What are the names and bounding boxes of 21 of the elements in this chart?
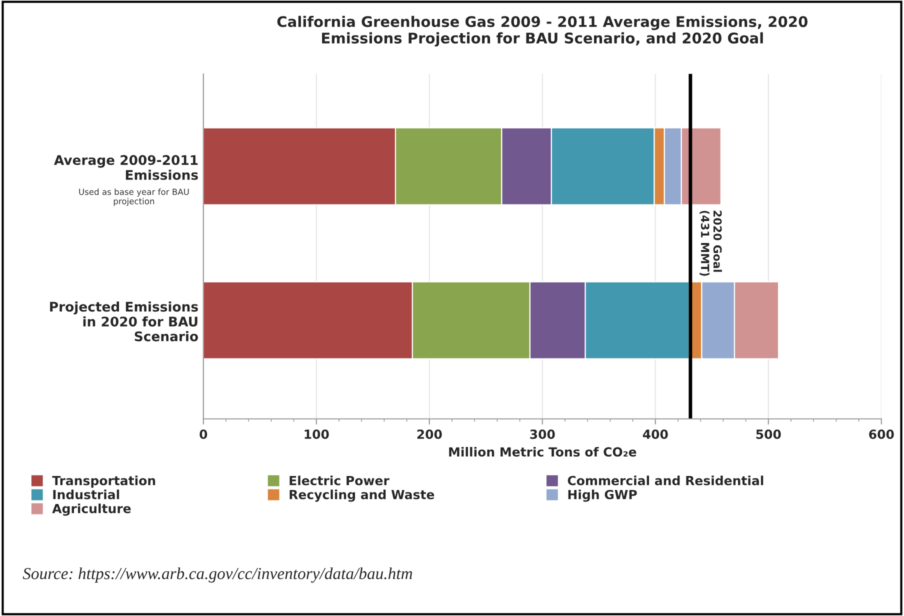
- ref-line-label: 2020 Goal (431 MMT): [700, 210, 722, 276]
- x-tick-label: 400: [642, 430, 668, 439]
- legend-label: Commercial and Residential: [568, 476, 764, 486]
- x-tick-label: 100: [304, 430, 329, 439]
- x-tick-label: 200: [417, 430, 442, 439]
- chart-title: California Greenhouse Gas 2009 - 2011 Average Emissions, 2020 Emissions Projection for BAU Scenario, and 2020 Goal: [277, 16, 808, 47]
- legend-label: Industrial: [53, 490, 120, 500]
- y-tick-label: Average 2009-2011 Emissions: [54, 155, 198, 180]
- y-tick-label: Projected Emissions in 2020 for BAU Scenario: [50, 301, 198, 342]
- x-tick-label: 0: [200, 430, 208, 439]
- legend-label: High GWP: [568, 490, 637, 502]
- legend-label: Recycling and Waste: [290, 490, 434, 502]
- legend-label: Agriculture: [52, 504, 131, 516]
- x-tick-label: 600: [869, 430, 894, 439]
- x-axis-title: Million Metric Tons of CO₂e: [449, 446, 636, 457]
- text: Used as base year for BAU projection: [79, 188, 189, 206]
- legend-label: Electric Power: [290, 476, 390, 486]
- x-tick-label: 300: [530, 430, 555, 439]
- x-tick-label: 500: [756, 430, 781, 439]
- legend-label: Transportation: [52, 476, 156, 488]
- source-note: Source: https://www.arb.ca.gov/cc/inventory/data/bau.htm: [22, 567, 412, 583]
